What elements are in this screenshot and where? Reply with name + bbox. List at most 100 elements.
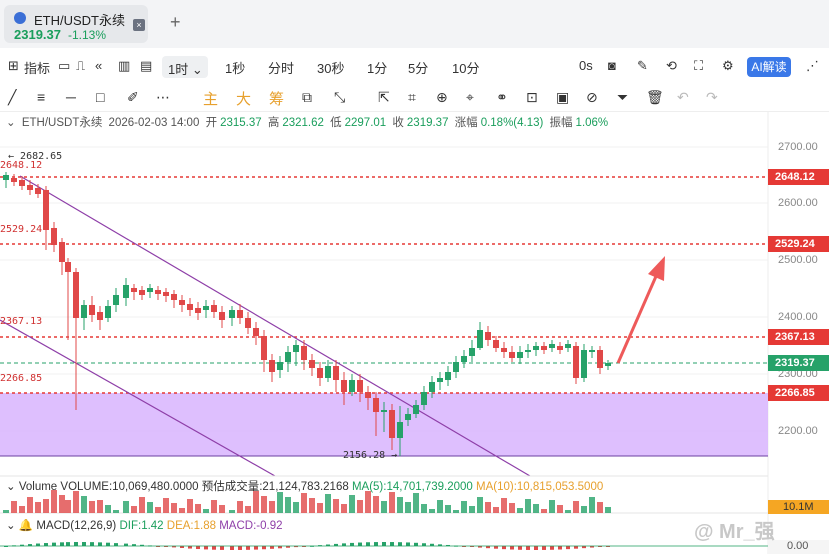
- macd-bar: [132, 544, 136, 546]
- macd-bar: [74, 542, 78, 546]
- interval-select[interactable]: 1时 ⌄: [162, 56, 208, 78]
- candle-body: [477, 330, 483, 348]
- layout-icon[interactable]: ▭: [58, 58, 71, 73]
- symbol-tab[interactable]: ETH/USDT永续 2319.37 -1.13% ×: [4, 5, 148, 43]
- compare-icon[interactable]: ⎍: [76, 58, 86, 73]
- macd-legend: ⌄ 🔔 MACD(12,26,9) DIF:1.42 DEA:1.88 MACD…: [0, 518, 283, 532]
- brush-icon[interactable]: ✐: [127, 89, 139, 105]
- collapse-icon[interactable]: ⌄: [6, 520, 16, 532]
- low-marker-value: 2156.28: [343, 450, 386, 461]
- candle-body: [229, 310, 235, 318]
- tab-bar: ETH/USDT永续 2319.37 -1.13% × +: [0, 0, 829, 48]
- indicator-icon[interactable]: ⊞: [8, 58, 19, 73]
- big-order-button[interactable]: 大: [236, 91, 252, 108]
- volume-bar: [501, 498, 507, 513]
- volume-bar: [549, 500, 555, 513]
- macd-bar: [550, 546, 554, 550]
- candle-body: [533, 346, 539, 350]
- price-tag: 2648.12: [768, 169, 829, 185]
- ray-icon[interactable]: ─: [66, 89, 76, 105]
- chart-type-icon[interactable]: ▥: [118, 58, 131, 73]
- volume-bar: [35, 502, 41, 513]
- macd-bar: [366, 542, 370, 546]
- bell-icon[interactable]: 🔔: [18, 520, 34, 532]
- low-label: 低: [330, 117, 342, 129]
- filter-icon[interactable]: ⏷: [617, 89, 629, 105]
- price-axis-label: 2700.00: [778, 141, 818, 153]
- ruler-icon[interactable]: ⌗: [408, 89, 416, 105]
- candle-body: [195, 308, 201, 313]
- undo-draw-icon[interactable]: ↶: [677, 89, 689, 105]
- interval-line[interactable]: 分时: [268, 61, 295, 76]
- rectangle-icon[interactable]: □: [96, 89, 105, 105]
- add-tab-button[interactable]: +: [170, 12, 181, 32]
- copy-icon[interactable]: ⧉: [302, 89, 312, 105]
- link-icon[interactable]: ⊘: [586, 89, 598, 105]
- low-marker: 2156.28 →: [343, 450, 398, 461]
- interval-30s[interactable]: 30秒: [317, 61, 345, 76]
- change-value: 0.18%(4.13): [480, 117, 544, 129]
- macd-bar: [406, 542, 410, 546]
- magnet-icon[interactable]: ⌖: [466, 89, 474, 105]
- trash-icon[interactable]: 🗑: [646, 89, 664, 105]
- share-icon[interactable]: ⋰: [806, 58, 819, 73]
- visibility-icon[interactable]: ▣: [556, 89, 570, 105]
- interval-1s[interactable]: 1秒: [225, 61, 246, 76]
- volume-bar: [469, 506, 475, 513]
- candle-body: [19, 180, 25, 186]
- camera-icon[interactable]: ◙: [608, 58, 616, 73]
- volume-bar: [11, 501, 17, 513]
- macd-bar: [238, 546, 242, 550]
- trend-line-upper: [19, 175, 531, 477]
- interval-1m[interactable]: 1分: [367, 61, 388, 76]
- candle-body: [405, 414, 411, 420]
- candle-body: [35, 188, 41, 194]
- template-icon[interactable]: ▤: [140, 58, 153, 73]
- pattern-icon[interactable]: ⚭: [496, 89, 508, 105]
- high-value: 2321.62: [282, 117, 324, 129]
- indicator-button[interactable]: 指标: [24, 61, 51, 76]
- macd-bar: [180, 546, 184, 549]
- macd-bar: [172, 546, 176, 548]
- trend-line-lower: [0, 319, 276, 477]
- chips-button[interactable]: 筹: [269, 91, 285, 108]
- ai-interpret-button[interactable]: AI解读: [747, 57, 791, 77]
- candle-body: [349, 380, 355, 392]
- macd-bar: [382, 542, 386, 546]
- main-force-button[interactable]: 主: [203, 91, 219, 108]
- cursor-icon[interactable]: ⇱: [378, 89, 390, 105]
- hline-icon[interactable]: ≡: [37, 89, 46, 105]
- volume-value: VOLUME:10,069,480.0000: [60, 481, 199, 493]
- candle-body: [573, 346, 579, 378]
- close-icon[interactable]: ×: [133, 19, 145, 31]
- volume-bar: [325, 494, 331, 513]
- measure-icon[interactable]: ⤡: [334, 89, 346, 105]
- volume-bar: [237, 501, 243, 513]
- candle-body: [43, 190, 49, 230]
- trendline-icon[interactable]: ╱: [8, 89, 17, 105]
- volume-bar: [51, 490, 57, 513]
- collapse-icon[interactable]: ⌄: [6, 481, 16, 493]
- watermark: @ Mr_强: [694, 521, 775, 543]
- fullscreen-icon[interactable]: ⛶: [694, 58, 704, 73]
- candle-body: [541, 346, 547, 350]
- collapse-icon[interactable]: ⌄: [6, 117, 16, 129]
- macd-bar: [558, 546, 562, 550]
- redo-draw-icon[interactable]: ↷: [706, 89, 718, 105]
- zoom-icon[interactable]: ⊕: [436, 89, 448, 105]
- macd-bar: [4, 546, 8, 547]
- candle-body: [123, 285, 129, 298]
- undo-icon[interactable]: ⟲: [666, 58, 677, 73]
- lock-icon[interactable]: ⊡: [526, 89, 538, 105]
- macd-bar: [212, 546, 216, 550]
- more-icon[interactable]: ⋯: [156, 89, 170, 105]
- macd-bar: [582, 546, 586, 549]
- rewind-icon[interactable]: «: [95, 58, 103, 73]
- interval-10m[interactable]: 10分: [452, 61, 480, 76]
- edit-icon[interactable]: ✎: [637, 58, 648, 73]
- symbol-logo-icon: [14, 12, 26, 24]
- settings-icon[interactable]: ⚙: [722, 58, 734, 73]
- interval-5m[interactable]: 5分: [408, 61, 429, 76]
- macd-bar: [374, 542, 378, 546]
